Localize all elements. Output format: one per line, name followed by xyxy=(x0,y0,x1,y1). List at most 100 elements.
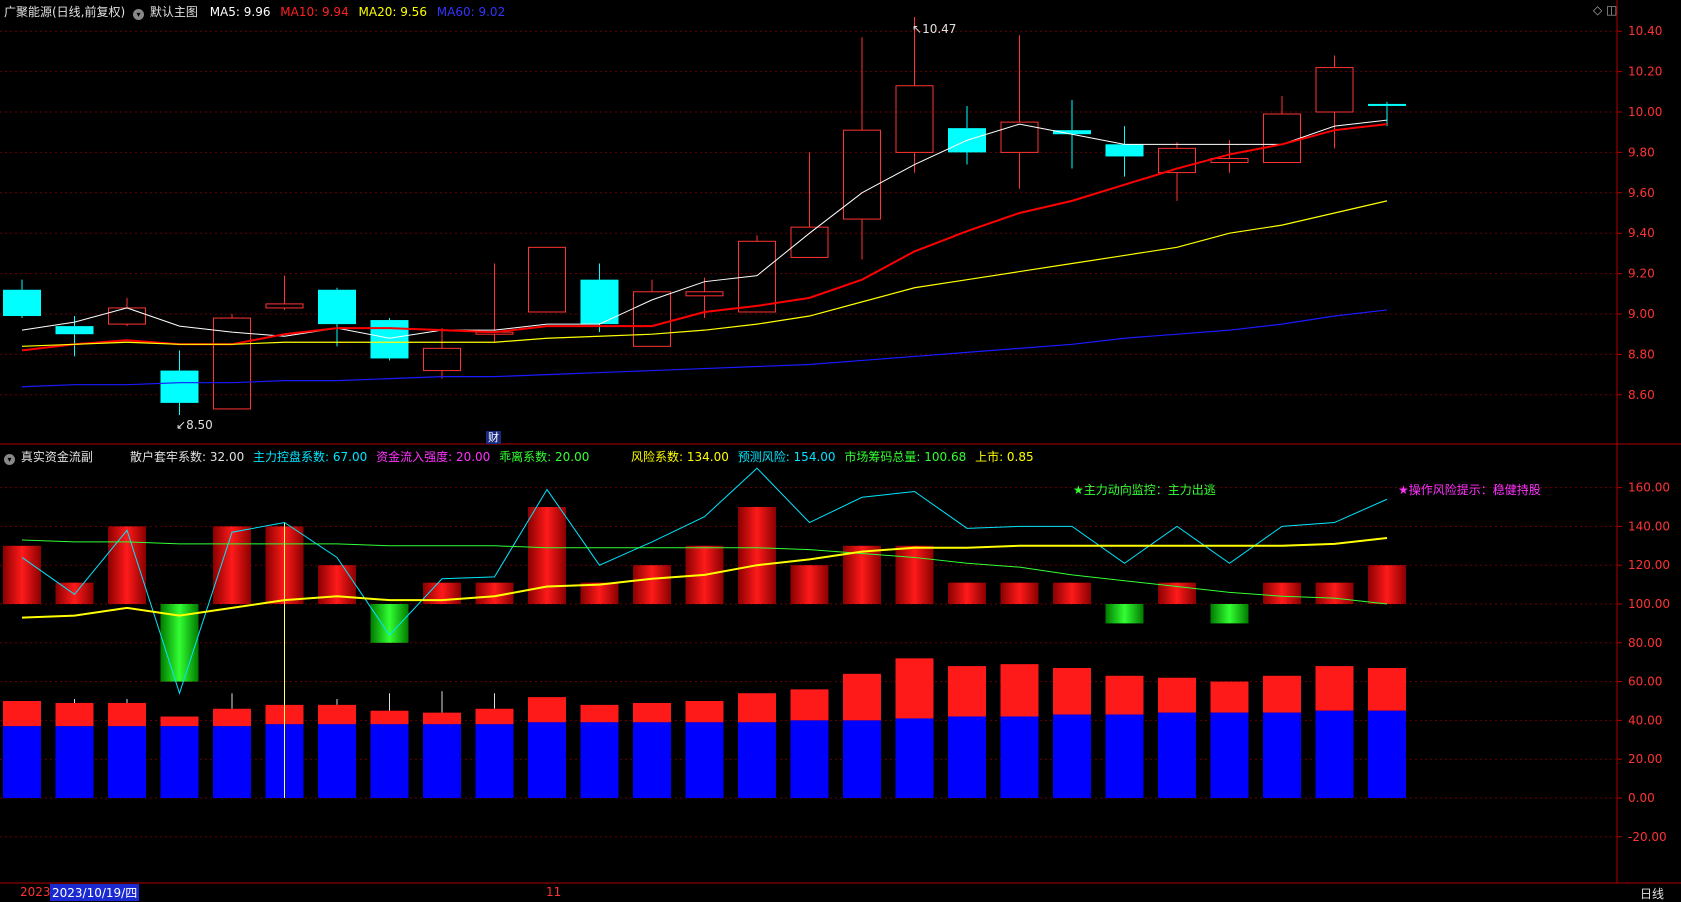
dropdown-circle-icon[interactable]: ▾ xyxy=(4,454,15,465)
y-tick-label: 140.00 xyxy=(1628,519,1670,533)
window-controls[interactable]: ◇ ◫ xyxy=(1593,3,1618,17)
flow-bar-up xyxy=(1158,582,1196,604)
chip-bar-blue xyxy=(895,718,934,798)
chip-bar-red xyxy=(1053,668,1091,715)
flow-bar-up xyxy=(528,507,566,604)
chip-bar-red xyxy=(1158,677,1196,713)
ma-line xyxy=(21,123,1388,352)
chip-bar-blue xyxy=(1368,710,1406,798)
risk-text: ★操作风险提示：稳健持股 xyxy=(1398,483,1541,497)
chip-bar-blue xyxy=(160,726,199,798)
chip-bar-blue xyxy=(1053,714,1091,798)
candle-body xyxy=(1000,121,1039,153)
finance-marker[interactable]: 财 xyxy=(486,431,501,444)
high-price-value: 10.47 xyxy=(922,22,957,36)
indicator-value: 上市: 0.85 xyxy=(975,450,1034,464)
ma60-value: MA60: 9.02 xyxy=(436,5,506,19)
flow-bar-up xyxy=(475,582,514,604)
low-price-value: 8.50 xyxy=(186,418,213,432)
indicator-values: 散户套牢系数: 32.00 主力控盘系数: 67.00 资金流入强度: 20.0… xyxy=(130,448,589,465)
flow-bar-up xyxy=(1368,565,1406,604)
flow-bar-down xyxy=(370,604,409,643)
chip-bar-red xyxy=(1315,666,1354,711)
indicator-line xyxy=(21,537,1388,619)
chip-bar-blue xyxy=(1000,716,1039,798)
candle-body xyxy=(633,291,671,347)
main-chart-label[interactable]: 默认主图 xyxy=(149,5,198,19)
chip-bar-blue xyxy=(685,722,724,798)
candle-body xyxy=(423,347,461,372)
chip-bar-red xyxy=(475,708,514,725)
chip-bar-blue xyxy=(580,722,619,798)
flow-bar-up xyxy=(843,545,881,604)
flow-bar-up xyxy=(895,545,934,604)
main-price-chart[interactable]: 10.40 10.20 10.00 9.80 9.60 9.40 9.20 9.00 8.80 8… xyxy=(0,17,1662,415)
indicator-value: 风险系数: 134.00 xyxy=(631,450,729,464)
indicator-value: 市场筹码总量: 100.68 xyxy=(844,450,967,464)
flow-bar-down xyxy=(1105,604,1144,624)
flow-bar-up xyxy=(108,526,146,604)
candle-body xyxy=(790,226,829,258)
flow-bar-up xyxy=(1000,582,1039,604)
chip-bar-red xyxy=(1263,675,1301,713)
chip-bar-red xyxy=(528,697,566,723)
chip-bar-red xyxy=(843,673,881,721)
candle-body xyxy=(528,246,566,313)
dropdown-circle-icon[interactable]: ▾ xyxy=(133,9,145,20)
candle-body xyxy=(55,326,94,335)
chip-bar-blue xyxy=(108,726,146,798)
flow-bar-up xyxy=(1053,582,1091,604)
ma5-value: MA5: 9.96 xyxy=(209,5,271,19)
sub-panel-title[interactable]: 真实资金流副 xyxy=(20,450,93,464)
flow-bar-up xyxy=(1315,582,1354,604)
chip-bar-red xyxy=(1000,664,1039,717)
candle-body xyxy=(1210,157,1249,164)
y-tick-label: 8.80 xyxy=(1628,347,1655,361)
chip-bar-blue xyxy=(528,722,566,798)
chip-bar-red xyxy=(370,710,409,725)
candle-body xyxy=(843,129,881,220)
high-price-label: ↖10.47 xyxy=(912,22,957,36)
footer-date: 2023/10/19/四 xyxy=(50,884,140,901)
monitor-text: ★主力动向监控：主力出逃 xyxy=(1073,483,1216,497)
chip-bar-blue xyxy=(318,724,356,798)
period-selector[interactable]: 日线 xyxy=(1640,887,1665,901)
chip-bar-blue xyxy=(213,726,251,798)
chip-bar-blue xyxy=(1210,712,1249,798)
chip-bar-red xyxy=(580,704,619,723)
indicator-value: 资金流入强度: 20.00 xyxy=(376,450,491,464)
y-tick-label: 10.00 xyxy=(1628,105,1662,119)
chip-bar-red xyxy=(1210,681,1249,713)
chip-bar-red xyxy=(108,702,146,727)
footer-year: 2023 xyxy=(20,885,51,899)
y-tick-label: 9.40 xyxy=(1628,226,1655,240)
candle-body xyxy=(265,303,304,309)
y-tick-label: 80.00 xyxy=(1628,636,1662,650)
y-tick-label: -20.00 xyxy=(1628,830,1667,844)
candle-body xyxy=(1315,67,1354,113)
flow-bar-up xyxy=(948,582,986,604)
indicator-value: 乖离系数: 20.00 xyxy=(499,450,590,464)
main-header: 广聚能源(日线,前复权) ▾ 默认主图 MA5: 9.96 MA10: 9.94… xyxy=(4,3,505,20)
flow-bar-up xyxy=(55,582,94,604)
chip-bar-red xyxy=(685,701,724,723)
chip-bar-red xyxy=(948,666,986,717)
chip-bar-blue xyxy=(1158,712,1196,798)
candle-body xyxy=(1158,147,1196,174)
stock-title[interactable]: 广聚能源(日线,前复权) xyxy=(4,5,126,19)
indicator-line xyxy=(21,467,1388,695)
candle-body xyxy=(1368,103,1406,106)
ma10-value: MA10: 9.94 xyxy=(280,5,349,19)
fund-flow-subchart[interactable]: 160.00 140.00 120.00 100.00 80.00 60.00 40.00 2… xyxy=(0,467,1670,844)
chip-bar-red xyxy=(318,704,356,725)
chip-bar-red xyxy=(3,701,41,727)
ma20-value: MA20: 9.56 xyxy=(358,5,427,19)
chip-bar-red xyxy=(738,693,776,723)
indicator-value: 散户套牢系数: 32.00 xyxy=(130,450,245,464)
chip-bar-blue xyxy=(423,724,461,798)
footer-month-marker: 11 xyxy=(546,885,562,899)
flow-bar-down xyxy=(160,604,199,682)
flow-bar-up xyxy=(790,565,829,604)
chip-bar-blue xyxy=(738,722,776,798)
